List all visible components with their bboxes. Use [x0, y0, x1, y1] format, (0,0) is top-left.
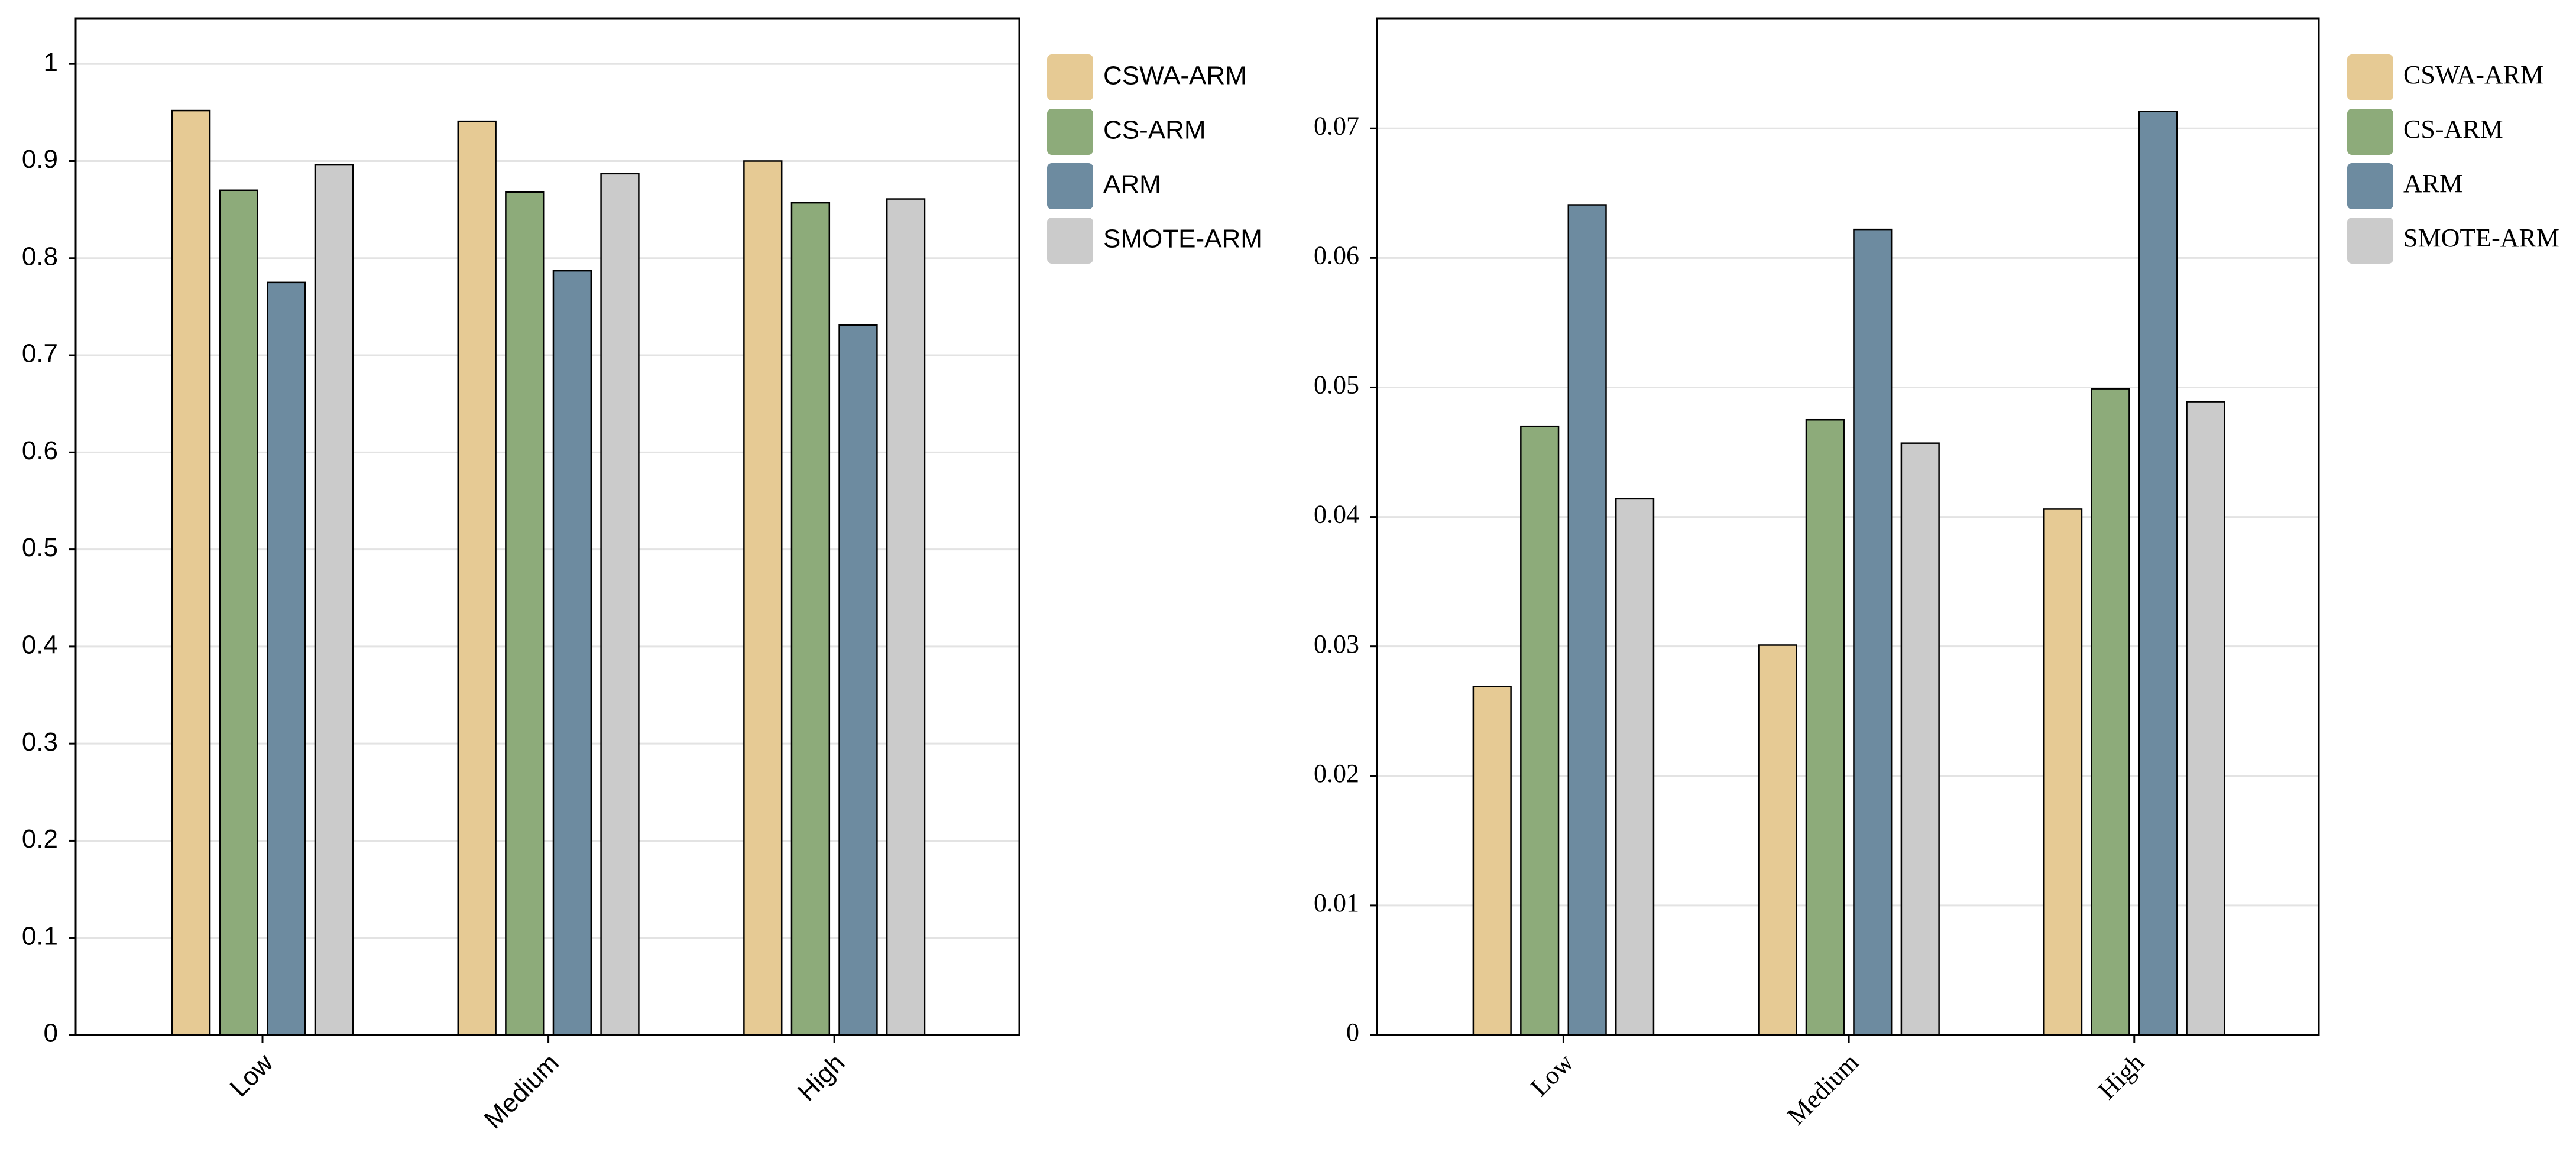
legend-swatch — [2347, 218, 2393, 264]
bar — [1758, 644, 1797, 1036]
x-tick-label: High — [792, 1049, 851, 1107]
bar — [2043, 508, 2083, 1036]
bar — [1853, 228, 1893, 1036]
y-tick-label: 0.2 — [22, 825, 58, 853]
y-tick-label: 1 — [44, 48, 58, 77]
bar — [790, 202, 831, 1036]
bar — [2138, 111, 2178, 1036]
x-tick-label: Low — [225, 1048, 279, 1102]
bar — [1900, 442, 1940, 1036]
legend-swatch — [1047, 218, 1093, 264]
y-tick-label: 0.06 — [1314, 241, 1359, 270]
left-chart: 0 0.1 0.2 0.3 0.4 0.5 0.6 0.7 0.8 0.9 1 Low Medium Hi… — [22, 17, 1262, 1134]
y-tick-label: 0.9 — [22, 145, 58, 174]
plot-frame — [74, 17, 1020, 1036]
bar — [1567, 204, 1607, 1036]
legend-label: SMOTE-ARM — [2403, 223, 2559, 252]
legend-label: CS-ARM — [2403, 115, 2503, 144]
bar — [219, 189, 258, 1036]
legend-label: SMOTE-ARM — [1103, 225, 1262, 254]
bar — [1805, 418, 1845, 1036]
legend-swatch — [1047, 54, 1093, 100]
legend-label: CSWA-ARM — [2403, 60, 2543, 89]
y-tick-label: 0 — [44, 1019, 58, 1048]
x-tick-label: High — [2092, 1048, 2150, 1105]
x-tick-label: Low — [1525, 1047, 1579, 1102]
y-tick-label: 0.4 — [22, 631, 58, 660]
bar — [886, 198, 926, 1036]
plot-frame — [1376, 17, 2320, 1036]
legend-label: ARM — [2403, 169, 2462, 198]
y-tick-label: 0.1 — [22, 921, 58, 950]
bar — [552, 270, 592, 1036]
y-tick-label: 0.03 — [1314, 629, 1359, 658]
bar — [171, 109, 211, 1036]
bar — [1520, 425, 1560, 1036]
bar — [314, 164, 354, 1036]
bar — [2186, 401, 2225, 1036]
bar — [267, 281, 306, 1036]
bar — [1472, 686, 1512, 1036]
y-tick-label: 0.8 — [22, 242, 58, 271]
y-tick-label: 0.07 — [1314, 111, 1359, 140]
y-tick-label: 0.5 — [22, 533, 58, 562]
y-tick-label: 0.05 — [1314, 371, 1359, 400]
legend-swatch — [1047, 163, 1093, 209]
bar — [600, 173, 640, 1036]
y-tick-label: 0.3 — [22, 728, 58, 757]
legend-swatch — [2347, 163, 2393, 209]
legend-swatch — [2347, 54, 2393, 100]
legend-label: CS-ARM — [1103, 116, 1206, 145]
bar — [1615, 498, 1655, 1036]
x-tick-label: Medium — [479, 1049, 565, 1134]
bar — [743, 160, 783, 1036]
y-tick-label: 0.01 — [1314, 888, 1359, 917]
right-chart: 0 0.01 0.02 0.03 0.04 0.05 0.06 0.07 Low Medium Hi… — [1314, 17, 2559, 1131]
bar — [505, 191, 545, 1036]
bar — [838, 324, 878, 1036]
legend-swatch — [1047, 109, 1093, 155]
bar — [457, 120, 497, 1036]
legend-label: ARM — [1103, 170, 1161, 199]
y-tick-label: 0.04 — [1314, 500, 1359, 529]
y-tick-label: 0.7 — [22, 339, 58, 368]
x-tick-label: Medium — [1781, 1048, 1864, 1131]
y-tick-label: 0 — [1346, 1018, 1359, 1047]
y-tick-label: 0.6 — [22, 436, 58, 465]
legend-label: CSWA-ARM — [1103, 61, 1247, 90]
y-tick-label: 0.02 — [1314, 759, 1359, 788]
legend-swatch — [2347, 109, 2393, 155]
bar — [2091, 388, 2130, 1036]
